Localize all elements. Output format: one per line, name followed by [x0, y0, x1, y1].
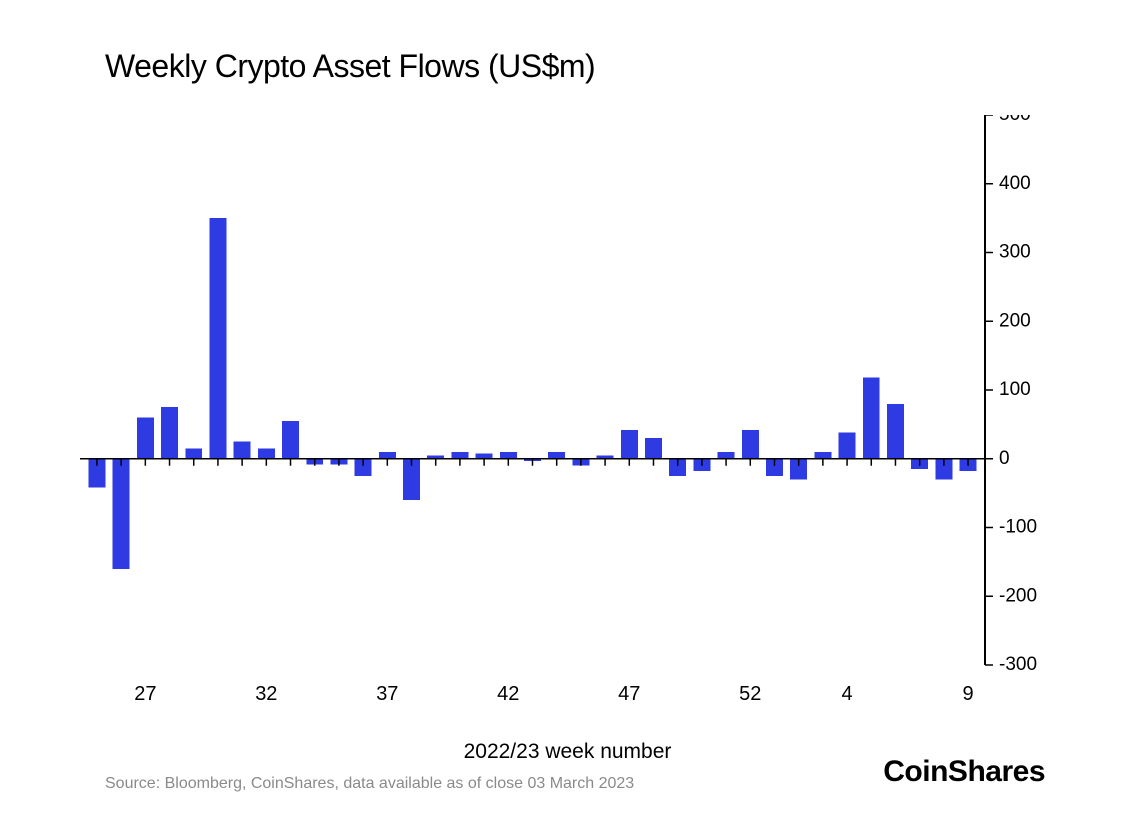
bar [282, 421, 299, 459]
x-tick-label: 32 [255, 683, 277, 706]
x-tick-label: 4 [842, 683, 853, 706]
bar [234, 442, 251, 459]
chart-container: Weekly Crypto Asset Flows (US$m) -300 -20… [0, 0, 1135, 820]
brand-logo: CoinShares [883, 755, 1045, 789]
chart-title: Weekly Crypto Asset Flows (US$m) [105, 48, 595, 85]
y-tick-label: -300 [999, 654, 1037, 675]
bar [645, 438, 662, 459]
bar [185, 448, 202, 458]
bar [887, 404, 904, 459]
x-tick-label: 47 [618, 683, 640, 706]
source-text: Source: Bloomberg, CoinShares, data avai… [105, 775, 634, 793]
x-tick-label: 27 [134, 683, 156, 706]
y-tick-label: 100 [999, 379, 1031, 400]
bar [742, 430, 759, 459]
bar [451, 452, 468, 459]
bar [113, 459, 130, 569]
y-tick-label: 200 [999, 310, 1031, 331]
y-tick-label: 300 [999, 242, 1031, 263]
y-tick-label: -100 [999, 517, 1037, 538]
bar [137, 418, 154, 459]
bar [839, 433, 856, 459]
bar [476, 453, 493, 459]
bar [814, 452, 831, 459]
bar [621, 430, 638, 459]
y-tick-label: 400 [999, 173, 1031, 194]
bar [379, 452, 396, 459]
y-tick-label: 500 [999, 115, 1031, 125]
bar [258, 448, 275, 458]
x-tick-label: 37 [376, 683, 398, 706]
brand-text: CoinShares [883, 755, 1045, 788]
x-tick-label: 42 [497, 683, 519, 706]
y-tick-label: -200 [999, 585, 1037, 606]
x-tick-label: 52 [739, 683, 761, 706]
bar [161, 407, 178, 459]
bar [209, 218, 226, 459]
bar [863, 378, 880, 459]
bar [548, 452, 565, 459]
x-tick-label: 9 [962, 683, 973, 706]
bar-chart: -300 -200 -100 0 100 200 300 400 500 [80, 115, 1045, 685]
bar [718, 452, 735, 459]
y-tick-label: 0 [999, 448, 1010, 469]
bar [500, 452, 517, 459]
